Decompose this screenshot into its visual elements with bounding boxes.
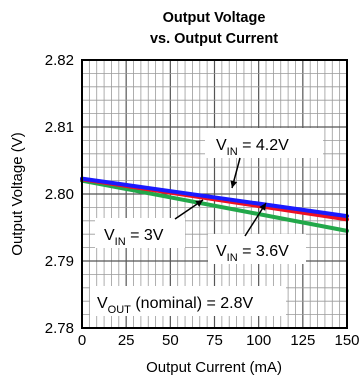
x-tick-label: 75 <box>206 332 223 349</box>
annotation-subscript: IN <box>115 236 126 248</box>
x-tick-labels: 0 25 50 75 100 125 150 <box>78 332 360 349</box>
series-lines <box>80 176 349 233</box>
annotation-main: V <box>216 243 227 260</box>
annotation-label: VIN = 3V <box>95 199 204 248</box>
plot-area <box>81 59 348 329</box>
chart-title-line-1: Output Voltage <box>163 10 266 26</box>
x-tick-label: 0 <box>78 332 86 349</box>
annotation-rest: (nominal) = 2.8V <box>131 295 254 312</box>
annotation-arrowhead <box>195 200 203 207</box>
series-line <box>80 176 349 219</box>
y-tick-label: 2.82 <box>45 52 74 69</box>
x-tick-label: 100 <box>246 332 271 349</box>
annotation-rest: = 3V <box>126 227 164 244</box>
y-tick-labels: 2.78 2.79 2.80 2.81 2.82 <box>45 52 74 337</box>
x-tick-label: 150 <box>334 332 359 349</box>
annotation-subscript: IN <box>227 146 238 158</box>
y-tick-label: 2.80 <box>45 186 74 203</box>
annotation-main: V <box>216 137 227 154</box>
y-tick-label: 2.78 <box>45 320 74 337</box>
x-tick-label: 125 <box>290 332 315 349</box>
annotation-text: VIN = 3.6V <box>216 243 289 264</box>
annotation-rest: = 3.6V <box>238 243 289 260</box>
annotation-label: VIN = 4.2V <box>205 128 323 189</box>
annotation-text: VIN = 3V <box>104 227 164 248</box>
x-axis-label: Output Current (mA) <box>146 359 282 376</box>
annotation-box <box>95 218 185 248</box>
annotation-subscript: IN <box>227 252 238 264</box>
annotation-box <box>205 128 323 158</box>
y-axis-label: Output Voltage (V) <box>9 132 26 255</box>
annotation-rest: = 4.2V <box>238 137 289 154</box>
annotation-arrowhead <box>259 203 266 211</box>
annotation-main: V <box>104 227 115 244</box>
annotation-label: VIN = 3.6V <box>208 202 306 264</box>
y-tick-label: 2.81 <box>45 119 74 136</box>
annotation-box <box>208 234 306 264</box>
annotation-text: VOUT (nominal) = 2.8V <box>97 295 254 316</box>
annotation-label: VOUT (nominal) = 2.8V <box>90 286 286 316</box>
series-line <box>80 178 349 233</box>
annotation-text: VIN = 4.2V <box>216 137 289 158</box>
annotation-arrowhead <box>230 180 238 188</box>
annotation-subscript: OUT <box>108 304 132 316</box>
chart-title-line-2: vs. Output Current <box>150 31 278 47</box>
y-tick-label: 2.79 <box>45 253 74 270</box>
x-tick-label: 50 <box>162 332 179 349</box>
x-tick-label: 25 <box>118 332 135 349</box>
annotation-box <box>90 286 286 316</box>
annotation-main: V <box>97 295 108 312</box>
